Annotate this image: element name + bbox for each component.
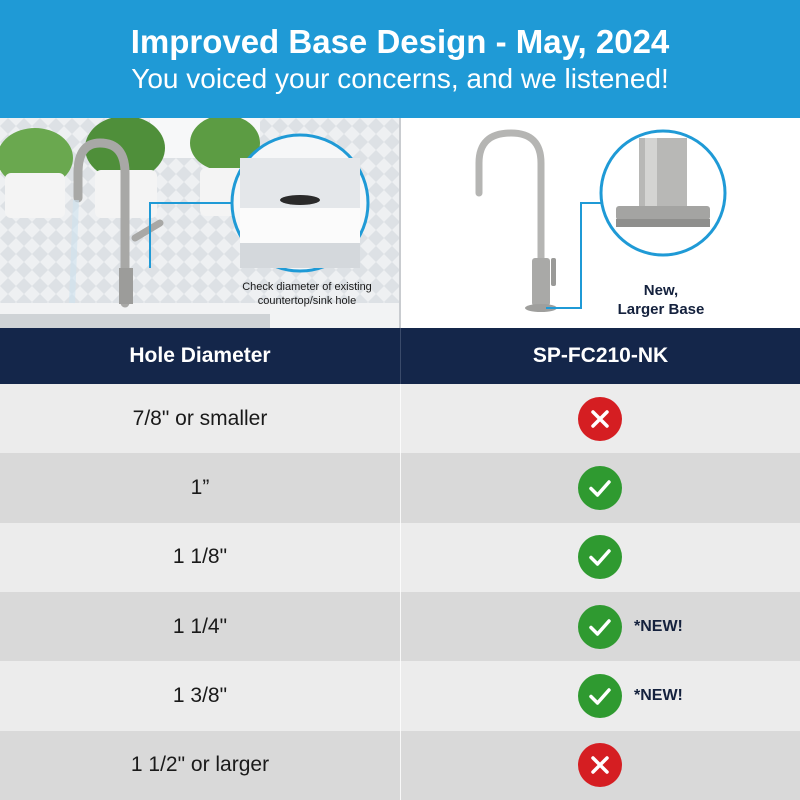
- new-label: *NEW!: [634, 617, 683, 635]
- x-icon: [591, 756, 609, 775]
- kitchen-sink-illustration: [0, 118, 400, 328]
- column-divider: [400, 328, 401, 384]
- compatible-badge: [578, 604, 622, 649]
- larger-base-caption-line1: New,: [643, 282, 679, 299]
- larger-base-caption: New, Larger Base: [606, 281, 716, 319]
- table-row: 1”: [0, 453, 800, 523]
- larger-base-caption-line2: Larger Base: [617, 301, 705, 318]
- page-title: Improved Base Design - May, 2024: [130, 23, 670, 60]
- panel-divider: [399, 118, 401, 328]
- row-divider: [400, 730, 401, 800]
- check-icon: [589, 480, 611, 497]
- row-divider: [400, 592, 401, 662]
- column-header-hole-diameter: Hole Diameter: [129, 344, 271, 367]
- table-header: Hole Diameter SP-FC210-NK: [0, 328, 800, 384]
- new-label: *NEW!: [634, 686, 683, 704]
- sink-hole-photo: Check diameter of existing countertop/si…: [0, 118, 400, 328]
- table-row: 1 3/8" *NEW!: [0, 661, 800, 731]
- hole-diameter-cell: 1 1/4": [172, 614, 228, 638]
- check-icon: [589, 688, 611, 705]
- hole-diameter-cell: 1 1/8": [172, 545, 228, 569]
- check-icon: [589, 549, 611, 567]
- x-icon: [591, 409, 609, 428]
- check-icon: [589, 618, 611, 636]
- table-row: 1 1/4" *NEW!: [0, 592, 800, 662]
- header-banner: Improved Base Design - May, 2024 You voi…: [0, 0, 800, 118]
- row-divider: [400, 522, 401, 592]
- row-divider: [400, 384, 401, 454]
- column-header-model: SP-FC210-NK: [532, 344, 669, 367]
- table-row: 1 1/8": [0, 522, 800, 592]
- hole-diameter-cell: 1 3/8": [172, 683, 228, 707]
- photo-panels: Check diameter of existing countertop/si…: [0, 118, 800, 328]
- table-row: 1 1/2" or larger: [0, 730, 800, 800]
- page-subtitle: You voiced your concerns, and we listene…: [131, 63, 669, 94]
- faucet-illustration: [475, 129, 727, 312]
- table-row: 7/8" or smaller: [0, 384, 800, 454]
- row-divider: [400, 453, 401, 523]
- compatible-badge: [578, 465, 622, 510]
- compatible-badge: [578, 673, 622, 718]
- compatible-badge: [578, 535, 622, 580]
- hole-diameter-cell: 7/8" or smaller: [132, 406, 268, 430]
- sink-hole-caption: Check diameter of existing countertop/si…: [242, 281, 372, 307]
- faucet-base-photo: New, Larger Base: [401, 118, 800, 328]
- hole-diameter-cell: 1 1/2" or larger: [130, 753, 270, 777]
- incompatible-badge: [578, 743, 622, 788]
- table-body: 7/8" or smaller 1” 1 1/8" 1 1/4" *NEW! 1 3/8"…: [0, 384, 800, 800]
- hole-diameter-cell: 1”: [190, 475, 210, 499]
- incompatible-badge: [578, 396, 622, 441]
- row-divider: [400, 661, 401, 731]
